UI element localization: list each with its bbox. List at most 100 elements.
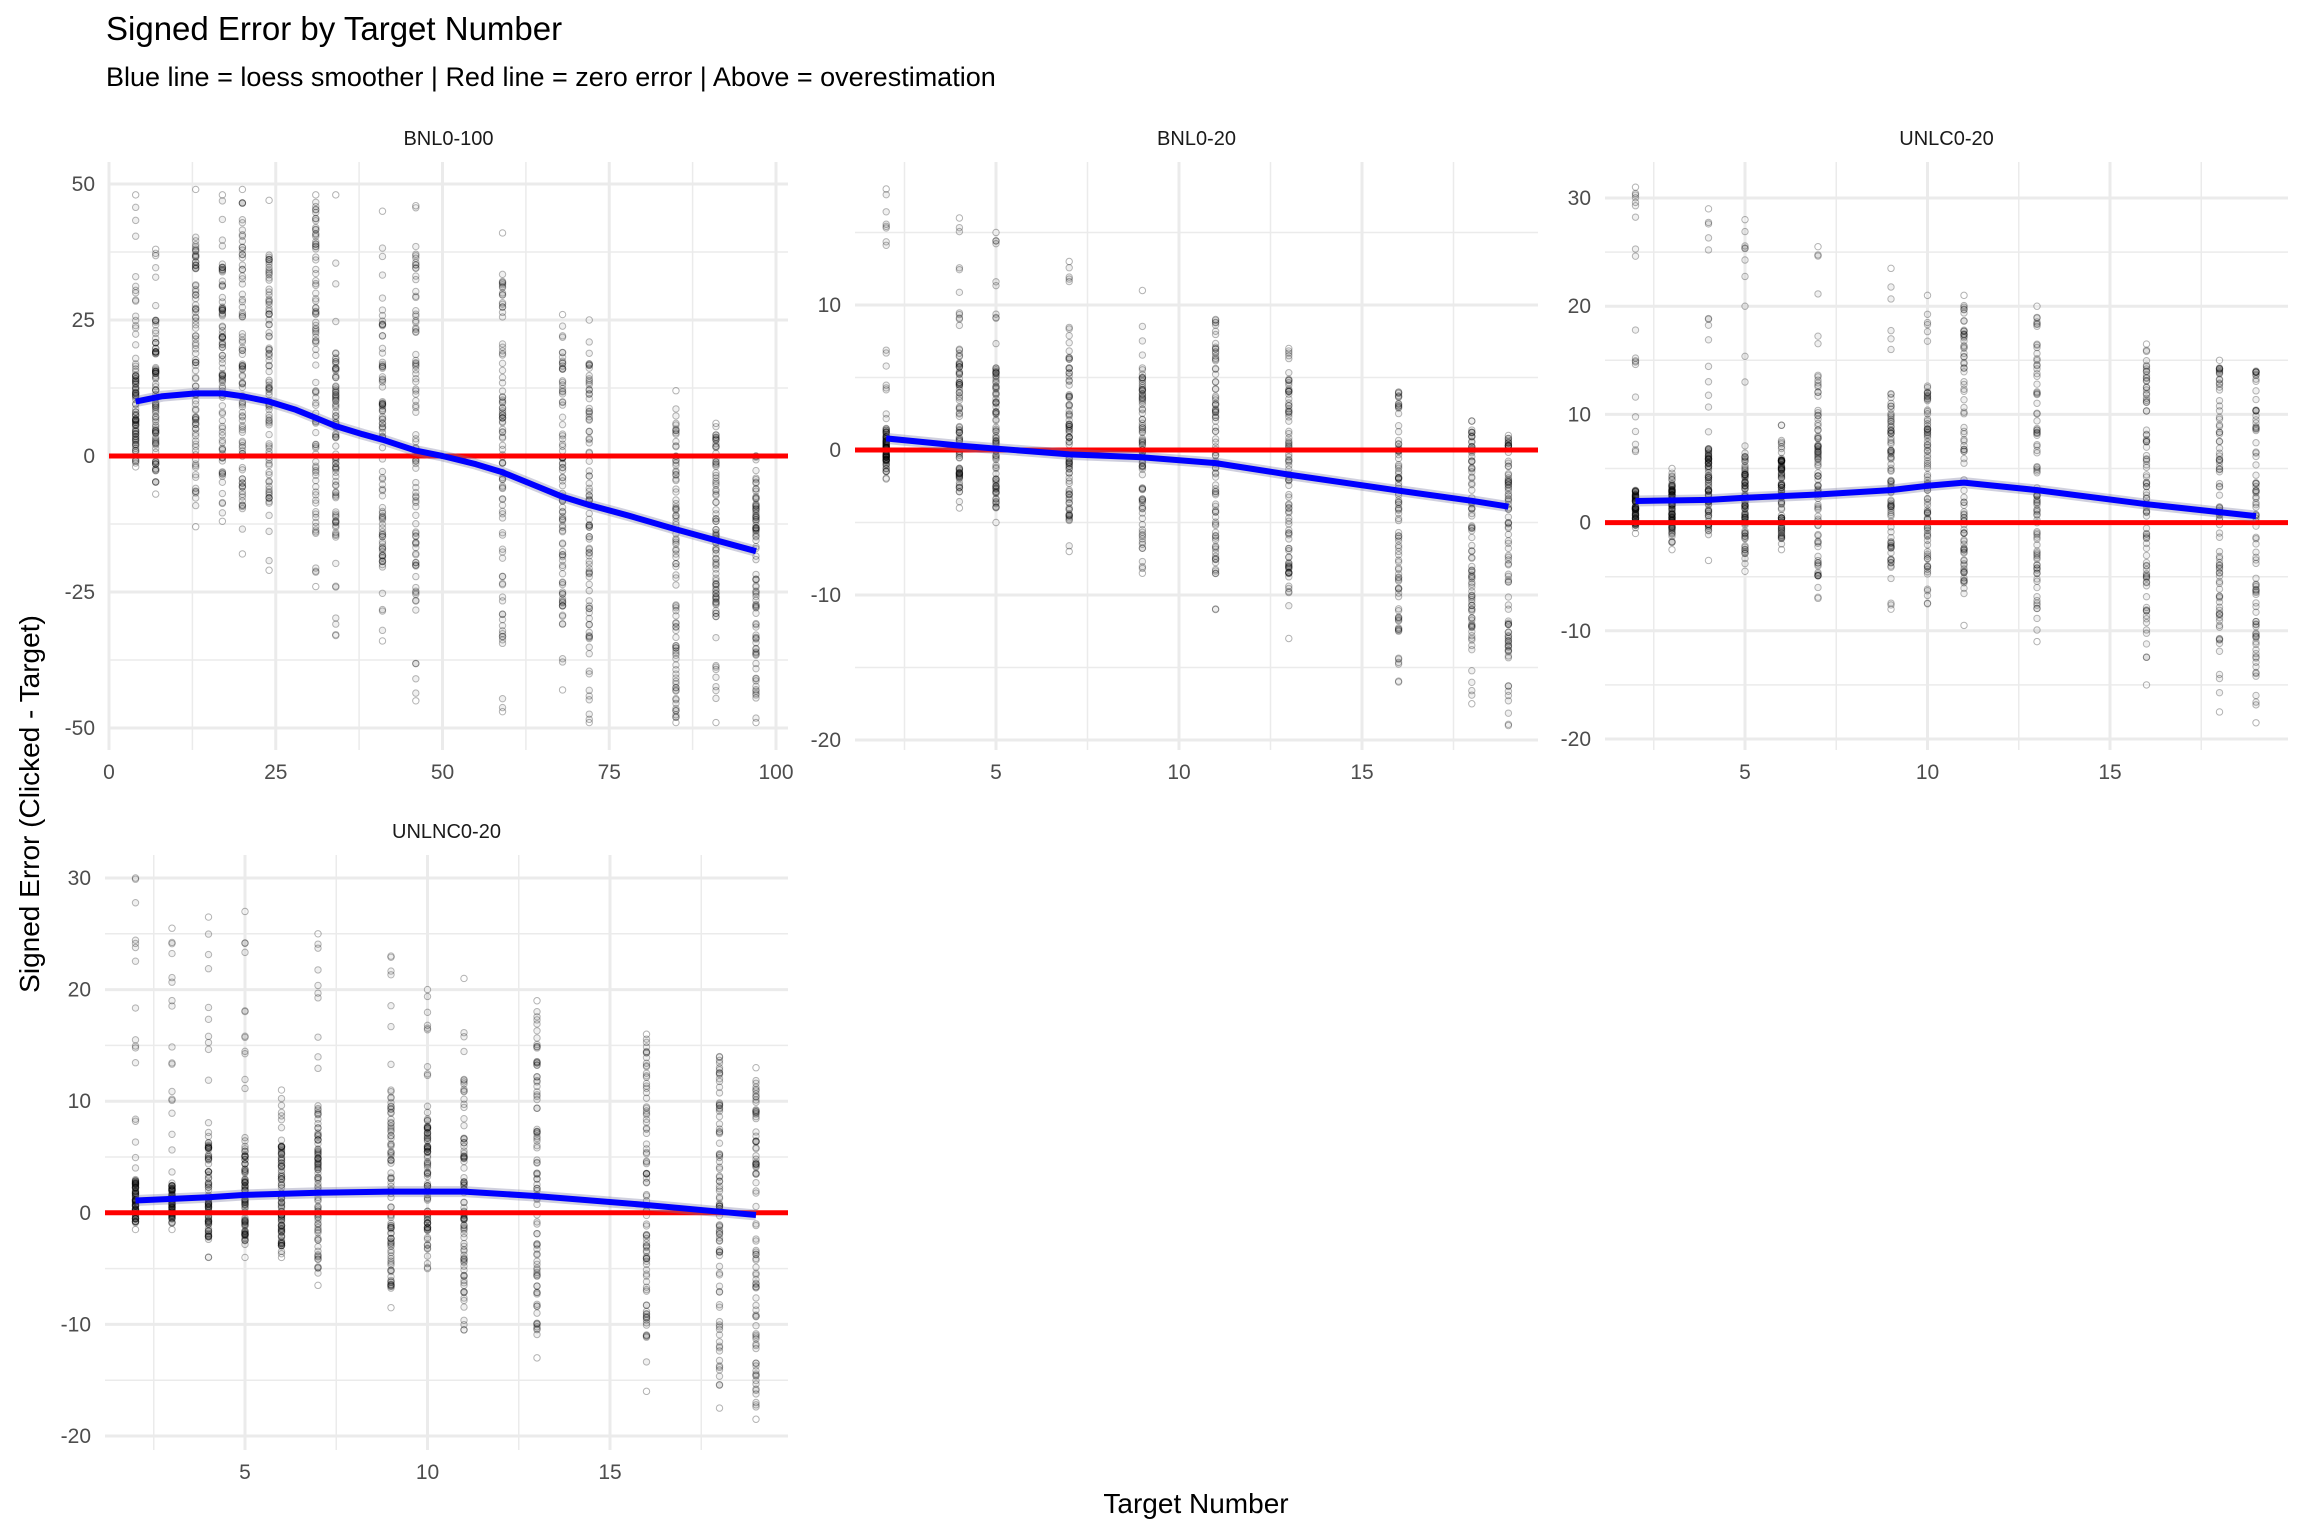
data-point [192, 432, 200, 440]
data-point [2215, 413, 2224, 422]
data-point [460, 1223, 468, 1232]
data-point [1468, 554, 1476, 562]
data-point [715, 1321, 724, 1329]
data-point [218, 266, 227, 275]
data-point [1211, 520, 1220, 528]
data-point [192, 253, 200, 261]
y-tick-label: 30 [68, 867, 91, 890]
data-point [151, 401, 160, 409]
data-point [192, 414, 200, 422]
data-point [460, 1294, 468, 1302]
data-point [218, 378, 227, 386]
data-point [2033, 583, 2041, 592]
data-point [314, 1225, 322, 1234]
data-point [131, 411, 140, 420]
data-point [1887, 264, 1895, 273]
data-point [585, 552, 593, 560]
data-point [332, 583, 340, 591]
data-point [238, 231, 247, 239]
data-point [218, 438, 227, 447]
data-point [1814, 426, 1822, 434]
data-point [2142, 407, 2151, 415]
data-point [1285, 573, 1293, 581]
data-point [712, 633, 720, 642]
data-point [1504, 682, 1513, 690]
data-point [1923, 337, 1932, 345]
data-point [1960, 317, 1968, 325]
data-point [1504, 633, 1513, 641]
data-point [131, 365, 140, 373]
data-point [2215, 422, 2224, 431]
data-point [265, 310, 273, 318]
data-point [151, 334, 160, 343]
data-point [1814, 290, 1822, 298]
data-point [238, 416, 247, 425]
data-point [151, 444, 160, 453]
data-point [412, 572, 420, 581]
data-point [1394, 440, 1403, 448]
data-point [312, 567, 320, 575]
data-point [1285, 520, 1293, 528]
data-point [498, 366, 507, 375]
data-point [715, 1237, 724, 1245]
data-point [238, 361, 247, 370]
data-point [387, 1118, 395, 1127]
data-point [1285, 407, 1293, 415]
data-point [151, 348, 160, 356]
data-point [218, 351, 227, 360]
data-point [241, 1142, 249, 1151]
data-point [712, 498, 720, 506]
data-point [585, 364, 593, 372]
data-point [2142, 430, 2151, 439]
data-point [460, 1121, 468, 1130]
data-point [238, 246, 247, 254]
data-point [460, 1028, 468, 1037]
data-point [642, 1118, 651, 1127]
data-point [1704, 246, 1713, 254]
data-point [387, 1002, 395, 1010]
data-point [151, 427, 160, 435]
data-point [752, 1340, 760, 1348]
data-point [2215, 621, 2224, 630]
data-point [192, 374, 200, 383]
data-point [131, 459, 140, 467]
data-point [314, 1115, 322, 1123]
data-point [238, 372, 247, 381]
data-point [533, 1137, 541, 1145]
data-point [1138, 322, 1147, 331]
data-point [192, 400, 200, 408]
data-point [423, 1235, 432, 1243]
data-point [712, 458, 720, 466]
data-point [1887, 402, 1895, 410]
data-point [218, 268, 227, 276]
data-point [238, 413, 247, 421]
data-point [2142, 347, 2151, 356]
data-point [412, 464, 420, 472]
data-point [2033, 341, 2041, 349]
data-point [1394, 585, 1403, 593]
data-point [412, 287, 420, 296]
data-point [558, 551, 567, 559]
data-point [2033, 399, 2041, 407]
data-point [151, 338, 160, 347]
data-point [314, 1033, 322, 1041]
data-point [460, 1154, 468, 1162]
data-point [533, 1288, 541, 1297]
data-point [1468, 547, 1476, 555]
data-point [218, 309, 227, 317]
data-point [2142, 356, 2151, 365]
data-point [192, 252, 200, 261]
data-point [265, 461, 273, 470]
data-point [387, 1086, 395, 1094]
data-point [2215, 462, 2224, 471]
data-point [131, 385, 140, 393]
data-point [387, 1222, 395, 1230]
data-point [712, 718, 720, 727]
data-point [2252, 487, 2260, 495]
data-point [387, 1141, 395, 1149]
facet-strip-label: UNLNC0-20 [392, 821, 501, 843]
data-point [585, 667, 593, 675]
x-tick-label: 50 [431, 761, 454, 784]
data-point [1504, 544, 1513, 553]
data-point [131, 415, 140, 423]
